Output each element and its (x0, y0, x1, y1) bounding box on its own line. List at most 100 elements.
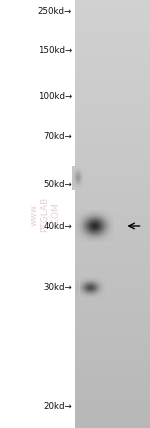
Text: 250kd→: 250kd→ (38, 7, 72, 17)
Bar (75, 375, 150, 377)
Bar (75, 53, 150, 54)
Bar (75, 108, 150, 110)
Bar (75, 76, 150, 77)
Bar (75, 31, 150, 33)
Bar (75, 98, 150, 100)
Bar (75, 86, 150, 87)
Bar (75, 251, 150, 253)
Bar (75, 318, 150, 320)
Bar (75, 245, 150, 247)
Text: 20kd→: 20kd→ (43, 402, 72, 411)
Bar (75, 181, 150, 183)
Bar (75, 395, 150, 397)
Bar (75, 274, 150, 275)
Bar (75, 171, 150, 172)
Bar (75, 384, 150, 385)
Bar (75, 27, 150, 29)
Bar (75, 125, 150, 127)
Bar (75, 240, 150, 241)
Bar (75, 295, 150, 297)
Bar (75, 54, 150, 56)
Bar (75, 307, 150, 308)
Bar (75, 14, 150, 16)
Bar (75, 258, 150, 260)
Bar (75, 320, 150, 321)
Bar (75, 301, 150, 303)
Bar (75, 378, 150, 380)
Bar (75, 101, 150, 103)
Text: 30kd→: 30kd→ (43, 283, 72, 292)
Bar (75, 51, 150, 53)
Bar (75, 416, 150, 418)
Bar (75, 389, 150, 391)
Bar (75, 39, 150, 40)
Bar (75, 311, 150, 312)
Bar (75, 188, 150, 190)
Bar (75, 36, 150, 37)
Bar (75, 231, 150, 232)
Bar (75, 218, 150, 220)
Bar (75, 138, 150, 140)
Bar (75, 297, 150, 298)
Bar (75, 253, 150, 254)
Bar (75, 205, 150, 207)
Bar (75, 391, 150, 392)
Bar (75, 185, 150, 187)
Bar (75, 232, 150, 234)
Bar (75, 161, 150, 163)
Bar (75, 256, 150, 257)
Bar (75, 10, 150, 12)
Bar (75, 208, 150, 210)
Bar (75, 117, 150, 119)
Bar (75, 382, 150, 384)
Bar (75, 46, 150, 47)
Bar (75, 180, 150, 181)
Bar (75, 34, 150, 36)
Bar (75, 407, 150, 408)
Bar (75, 71, 150, 73)
Bar (75, 194, 150, 196)
Bar (75, 198, 150, 200)
Bar (75, 193, 150, 194)
Bar (75, 197, 150, 198)
Bar (75, 3, 150, 4)
Bar (75, 61, 150, 63)
Bar (75, 363, 150, 364)
Bar (75, 103, 150, 104)
Bar (75, 224, 150, 226)
Bar (75, 168, 150, 170)
Bar (75, 290, 150, 291)
Bar (75, 365, 150, 367)
Bar (75, 405, 150, 407)
Bar (75, 241, 150, 243)
Bar (75, 94, 150, 95)
Bar (75, 43, 150, 44)
Bar (75, 369, 150, 371)
Bar (75, 18, 150, 20)
Bar (75, 394, 150, 395)
Bar (75, 247, 150, 248)
Bar (75, 364, 150, 365)
Bar (75, 50, 150, 51)
Text: 50kd→: 50kd→ (43, 179, 72, 189)
Bar (75, 155, 150, 157)
Bar (75, 150, 150, 151)
Bar (75, 131, 150, 133)
Bar (75, 127, 150, 128)
Bar (75, 178, 150, 180)
Bar (75, 213, 150, 214)
Bar (75, 235, 150, 237)
Bar (75, 287, 150, 288)
Bar (75, 100, 150, 101)
Bar (75, 4, 150, 6)
Bar (75, 183, 150, 184)
Bar (75, 337, 150, 338)
Bar (75, 120, 150, 121)
Bar (75, 282, 150, 284)
Text: 150kd→: 150kd→ (38, 46, 72, 55)
Bar (75, 200, 150, 201)
Bar (75, 91, 150, 93)
Bar (75, 237, 150, 238)
Bar (75, 67, 150, 68)
Bar (75, 298, 150, 300)
